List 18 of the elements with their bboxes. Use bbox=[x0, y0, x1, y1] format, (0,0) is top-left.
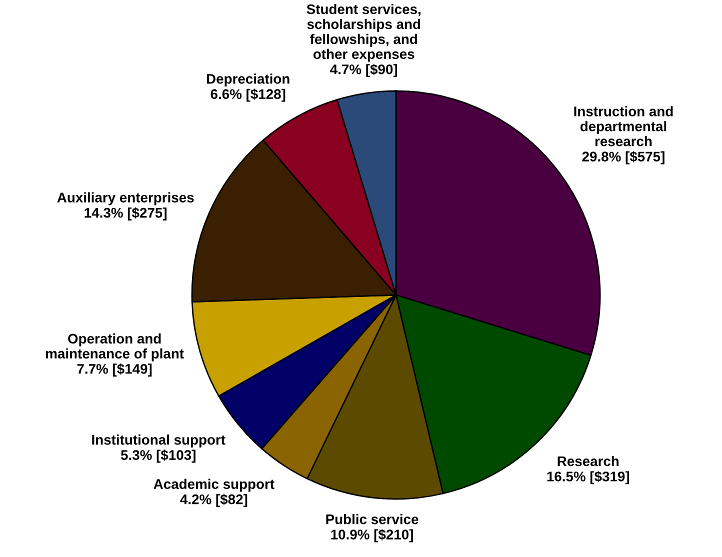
slice-label: Student services, scholarships and fellowships, and other expenses bbox=[306, 4, 420, 62]
data-label: 7.7% [$149] bbox=[77, 363, 152, 377]
slice-label: Depreciation bbox=[206, 74, 290, 87]
data-label: 4.2% [$82] bbox=[180, 494, 248, 507]
slice-label: Operation and maintenance of plant bbox=[46, 333, 184, 362]
slice-label: Auxiliary enterprises bbox=[57, 192, 194, 206]
data-label: 6.6% [$128] bbox=[210, 88, 286, 102]
data-label: 5.3% [$103] bbox=[120, 450, 196, 463]
slice-label: Academic support bbox=[154, 478, 274, 492]
slice-label: Research bbox=[558, 456, 619, 466]
slice-label: Instruction and departmental research bbox=[574, 106, 673, 146]
slice-label: Institutional support bbox=[92, 434, 226, 448]
data-label: 10.9% [$210] bbox=[331, 529, 413, 542]
slice-label: Public service bbox=[326, 514, 418, 524]
data-label: 4.7% [$90] bbox=[330, 64, 398, 78]
data-label: 29.8% [$575] bbox=[582, 151, 664, 164]
data-label: 14.3% [$275] bbox=[84, 207, 167, 220]
data-label: 16.5% [$319] bbox=[547, 470, 630, 484]
